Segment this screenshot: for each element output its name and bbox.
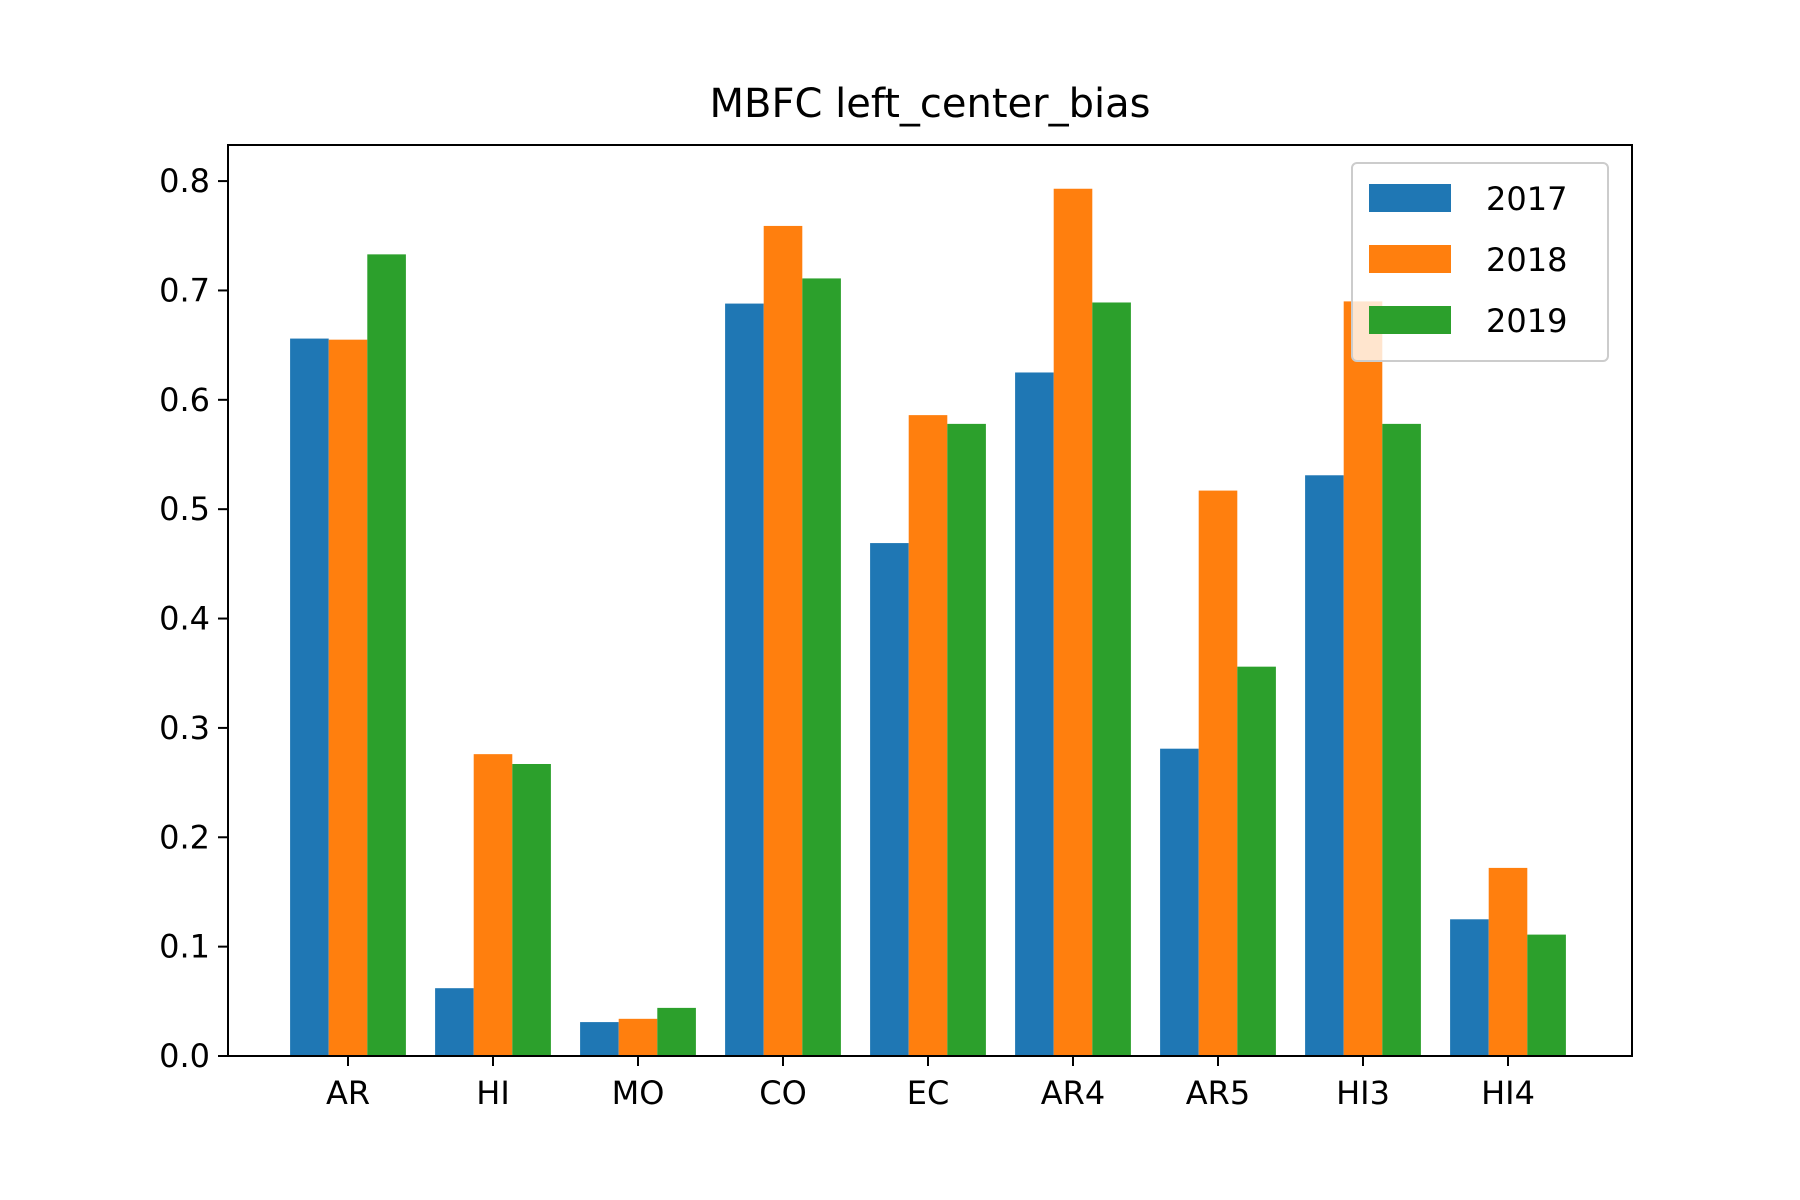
x-tick-label: HI	[476, 1074, 510, 1112]
y-tick-label: 0.2	[159, 818, 210, 856]
y-tick-label: 0.6	[159, 381, 210, 419]
bar-2018-EC	[908, 415, 948, 1057]
bar-2017-MO	[580, 1022, 619, 1056]
plot-frame	[227, 144, 1633, 1057]
bar-2017-EC	[870, 543, 909, 1056]
bar-2018-MO	[618, 1018, 658, 1056]
bar-2018-AR5	[1198, 490, 1238, 1056]
y-tick-label: 0.7	[159, 271, 210, 309]
bar-2018-AR	[328, 339, 368, 1056]
y-axis: 0.0 0.1 0.2 0.3 0.4 0.5 0.6 0.7 0.8	[159, 162, 228, 1075]
bar-2019-AR	[367, 254, 406, 1056]
y-tick-label: 0.1	[159, 928, 210, 966]
bar-2019-HI4	[1527, 934, 1566, 1056]
x-tick-label: AR5	[1186, 1074, 1250, 1112]
bar-2019-CO	[802, 278, 841, 1056]
bar-2018-HI4	[1488, 867, 1528, 1056]
legend-swatch	[1369, 245, 1451, 273]
bar-2019-AR4	[1092, 302, 1131, 1057]
bar-2018-HI3	[1343, 301, 1383, 1057]
bar-2017-HI4	[1450, 919, 1489, 1056]
bar-2017-AR5	[1160, 748, 1199, 1056]
legend-swatch	[1369, 184, 1451, 212]
x-tick-label: AR	[326, 1074, 370, 1112]
x-tick-label: EC	[907, 1074, 950, 1112]
legend-swatch	[1369, 306, 1451, 334]
y-tick-label: 0.0	[159, 1037, 210, 1075]
bar-2019-EC	[947, 423, 986, 1056]
x-tick-label: MO	[612, 1074, 665, 1112]
y-tick-label: 0.3	[159, 709, 210, 747]
y-tick-label: 0.8	[159, 162, 210, 200]
legend-label: 2017	[1486, 180, 1567, 218]
y-tick-label: 0.4	[159, 600, 210, 638]
x-tick-label: CO	[759, 1074, 807, 1112]
bar-2019-HI3	[1382, 423, 1421, 1056]
y-tick-label: 0.5	[159, 490, 210, 528]
legend-label: 2018	[1486, 241, 1567, 279]
chart-title: MBFC left_center_bias	[710, 81, 1151, 127]
legend: 2017 2018 2019	[1351, 162, 1609, 362]
bar-2019-AR5	[1237, 666, 1276, 1056]
bar-2017-AR4	[1015, 372, 1054, 1057]
bar-2017-HI3	[1305, 475, 1344, 1056]
x-tick-label: AR4	[1041, 1074, 1105, 1112]
bar-2018-HI	[473, 754, 513, 1056]
bar-2017-AR	[290, 338, 329, 1056]
x-axis: AR HI MO CO EC AR4 AR5 HI3 HI4	[326, 1056, 1535, 1112]
bar-2018-AR4	[1053, 188, 1093, 1057]
x-tick-label: HI4	[1481, 1074, 1535, 1112]
bar-2019-MO	[657, 1007, 696, 1056]
bar-2019-HI	[512, 763, 551, 1056]
legend-label: 2019	[1486, 302, 1567, 340]
bars-group	[290, 188, 1566, 1057]
bar-2017-CO	[725, 303, 764, 1057]
x-tick-label: HI3	[1336, 1074, 1390, 1112]
bar-2017-HI	[435, 988, 474, 1056]
bar-2018-CO	[763, 225, 803, 1056]
